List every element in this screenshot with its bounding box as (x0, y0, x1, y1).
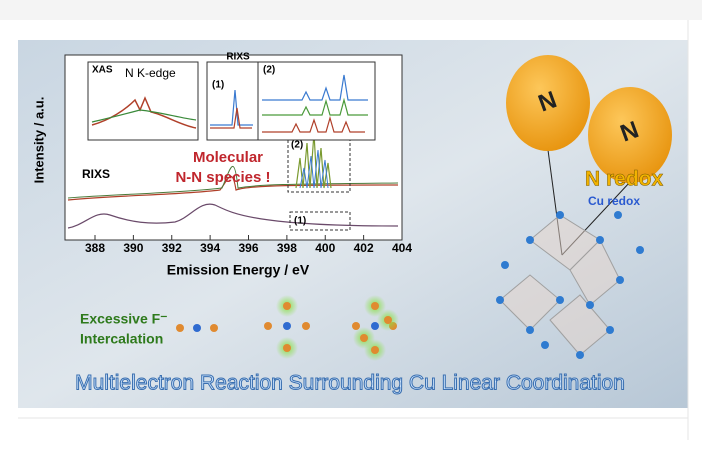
spectrum (67, 203, 399, 229)
rixs-label: RIXS (82, 167, 110, 181)
inset-label: (1) (212, 80, 224, 91)
top-bar (0, 0, 702, 20)
spectrum (262, 97, 368, 116)
atoms (496, 211, 644, 359)
annotation: N-N species ! (175, 169, 270, 186)
balloon (506, 55, 590, 151)
x-tick-label: 388 (85, 241, 105, 255)
x-tick-label: 398 (277, 241, 297, 255)
spectrum (262, 115, 365, 133)
box-label: (1) (294, 216, 306, 227)
rixs-inset (206, 61, 376, 141)
n-redox: N redox (585, 168, 664, 191)
molecules (176, 295, 399, 361)
spectrum (299, 149, 329, 189)
spectrum (91, 109, 197, 123)
balloon (588, 87, 672, 183)
x-tick-label: 404 (392, 241, 412, 255)
x-axis-label: Emission Energy / eV (167, 262, 310, 278)
spectrum (210, 107, 252, 129)
cu-redox: Cu redox (588, 194, 640, 208)
x-ticks: 388 390 392 394 396 398 400 402 404 (85, 235, 412, 255)
inset-label: (2) (263, 65, 275, 76)
inset-title: N K-edge (125, 66, 176, 80)
crystal-structure (499, 214, 621, 356)
x-tick-label: 392 (162, 241, 182, 255)
x-tick-label: 402 (354, 241, 374, 255)
inset-label: XAS (92, 65, 113, 76)
intercalation-text: Excessive F⁻ (80, 311, 168, 327)
x-tick-label: 390 (123, 241, 143, 255)
banner: Multielectron Reaction Surrounding Cu Li… (75, 372, 625, 395)
intercalation-text: Intercalation (80, 331, 163, 347)
spectrum (210, 89, 253, 126)
annotation: Molecular (193, 149, 263, 166)
inset-title: RIXS (226, 52, 250, 63)
x-tick-label: 400 (315, 241, 335, 255)
spectrum (262, 74, 368, 101)
x-tick-label: 396 (238, 241, 258, 255)
spectrum (67, 165, 399, 199)
zoom-box (289, 211, 351, 231)
x-tick-label: 394 (200, 241, 220, 255)
box-label: (2) (291, 140, 303, 151)
y-axis-label: Intensity / a.u. (31, 97, 46, 184)
